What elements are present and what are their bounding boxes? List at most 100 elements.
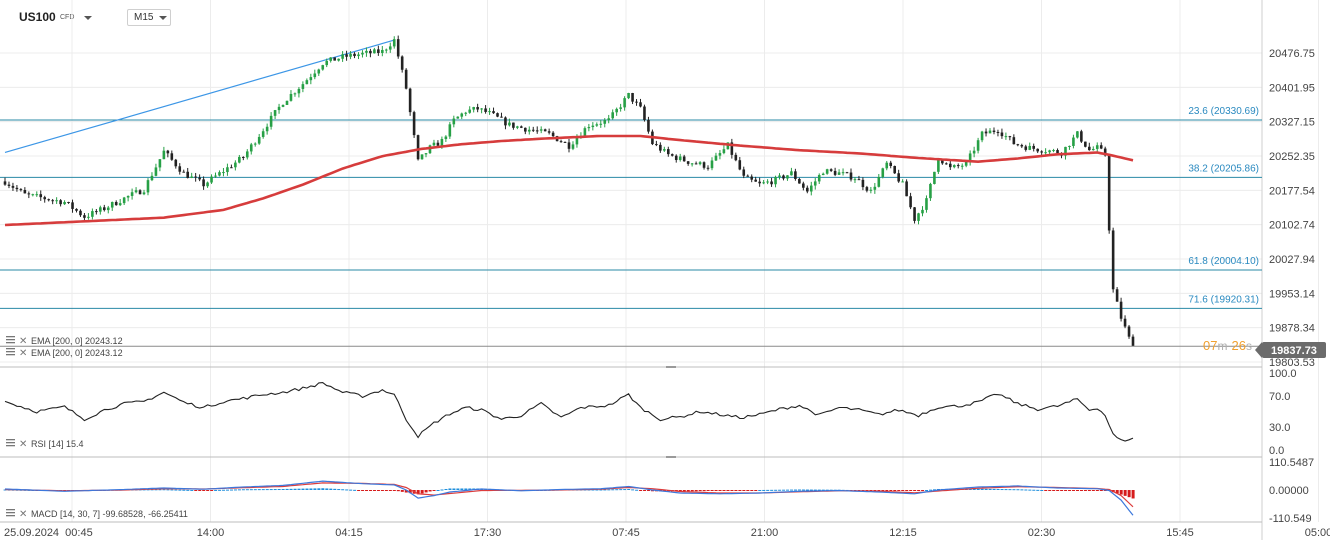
candle-body [1072, 137, 1075, 146]
candle-body [690, 163, 694, 165]
candle-body [956, 165, 960, 167]
macd-tick-label: -110.549 [1269, 513, 1312, 525]
drag-handle-icon[interactable] [6, 439, 15, 447]
close-icon[interactable]: ✕ [19, 439, 27, 450]
candle-body [67, 201, 70, 203]
candle-body [476, 107, 479, 110]
macd-histogram-bar [678, 489, 682, 492]
candle-body [87, 216, 90, 218]
macd-histogram-bar [273, 489, 277, 491]
rsi-legend[interactable]: ✕ RSI [14] 15.4 [6, 439, 84, 450]
candle-body [893, 166, 896, 174]
candle-body [420, 154, 424, 160]
macd-histogram-bar [619, 489, 623, 491]
trendline[interactable] [4, 39, 395, 154]
drag-handle-icon[interactable] [6, 509, 15, 517]
candle-body [718, 153, 722, 156]
candle-body [448, 124, 452, 137]
candle-body [921, 209, 924, 214]
candle-body [1000, 132, 1004, 137]
macd-histogram-bar [1024, 489, 1028, 491]
candle-body [1036, 148, 1039, 152]
candle-body [472, 107, 475, 110]
candle-body [627, 92, 630, 99]
candle-body [234, 162, 237, 168]
macd-histogram-bar [793, 489, 797, 491]
macd-histogram-bar [154, 489, 158, 491]
symbol-name[interactable]: US100 [19, 10, 56, 24]
candle-body [806, 187, 809, 192]
macd-histogram-bar [1032, 489, 1036, 491]
candle-body [682, 156, 686, 162]
pane-resize-handle[interactable] [666, 456, 676, 458]
macd-histogram-bar [786, 489, 790, 491]
macd-histogram-bar [388, 489, 392, 491]
macd-histogram-bar [881, 489, 885, 491]
candle-body [460, 113, 464, 117]
macd-histogram-bar [440, 489, 444, 491]
candle-body [230, 167, 233, 169]
candle-body [825, 169, 829, 174]
candle-body [790, 171, 793, 176]
macd-histogram-bar [182, 489, 186, 491]
macd-histogram-bar [190, 489, 194, 491]
macd-histogram-bar [1075, 489, 1079, 491]
macd-histogram-bar [289, 488, 293, 490]
macd-histogram-bar [353, 489, 357, 491]
candle-body [357, 54, 360, 57]
macd-histogram-bar [229, 489, 233, 491]
macd-histogram-bar [198, 489, 202, 491]
timeframe-select[interactable]: M15 [127, 9, 171, 26]
macd-histogram-bar [805, 489, 809, 491]
ema-legend-2[interactable]: ✕ EMA [200, 0] 20243.12 [6, 348, 123, 359]
candle-body [388, 46, 392, 50]
macd-histogram-bar [984, 488, 988, 490]
macd-histogram-bar [448, 488, 452, 490]
macd-histogram-bar [1127, 489, 1131, 498]
macd-histogram-bar [801, 489, 805, 491]
macd-legend[interactable]: ✕ MACD [14, 30, 7] -99.68528, -66.25411 [6, 509, 188, 520]
candle-body [1056, 150, 1059, 154]
candle-body [774, 176, 777, 185]
candle-body [79, 210, 82, 216]
candle-body [615, 108, 618, 113]
candle-body [396, 39, 400, 57]
macd-histogram-bar [627, 488, 631, 490]
ema-legend-1[interactable]: ✕ EMA [200, 0] 20243.12 [6, 336, 123, 347]
macd-histogram-bar [1123, 489, 1127, 496]
candle-body [293, 93, 297, 95]
macd-histogram-bar [376, 489, 380, 491]
candle-body [1103, 148, 1107, 156]
candle-body [285, 100, 289, 105]
price-tick-label: 20327.15 [1269, 117, 1315, 129]
macd-histogram-bar [357, 489, 361, 491]
macd-histogram-bar [746, 489, 750, 491]
candle-body [99, 207, 102, 212]
close-icon[interactable]: ✕ [19, 336, 27, 347]
drag-handle-icon[interactable] [6, 348, 15, 356]
countdown-seconds-unit: s [1246, 339, 1252, 353]
candle-body [321, 65, 325, 70]
candle-body [377, 49, 380, 53]
candle-body [508, 122, 511, 126]
close-icon[interactable]: ✕ [19, 509, 27, 520]
ema-label-2: EMA [200, 0] 20243.12 [31, 348, 123, 358]
candle-body [821, 173, 825, 176]
candle-body [778, 175, 781, 177]
symbol-dropdown-chevron-down-icon[interactable] [84, 16, 92, 20]
candle-body [245, 151, 249, 158]
candle-body [329, 57, 332, 61]
macd-histogram-bar [341, 489, 345, 491]
drag-handle-icon[interactable] [6, 336, 15, 344]
candle-body [635, 101, 638, 103]
macd-histogram-bar [813, 489, 817, 491]
macd-histogram-bar [337, 489, 341, 491]
pane-resize-handle[interactable] [666, 366, 676, 368]
candle-body [619, 107, 622, 109]
candle-body [468, 109, 472, 113]
macd-tick-label: 110.5487 [1269, 457, 1314, 469]
close-icon[interactable]: ✕ [19, 348, 27, 359]
macd-histogram-bar [420, 489, 424, 494]
candle-body [1040, 151, 1043, 153]
